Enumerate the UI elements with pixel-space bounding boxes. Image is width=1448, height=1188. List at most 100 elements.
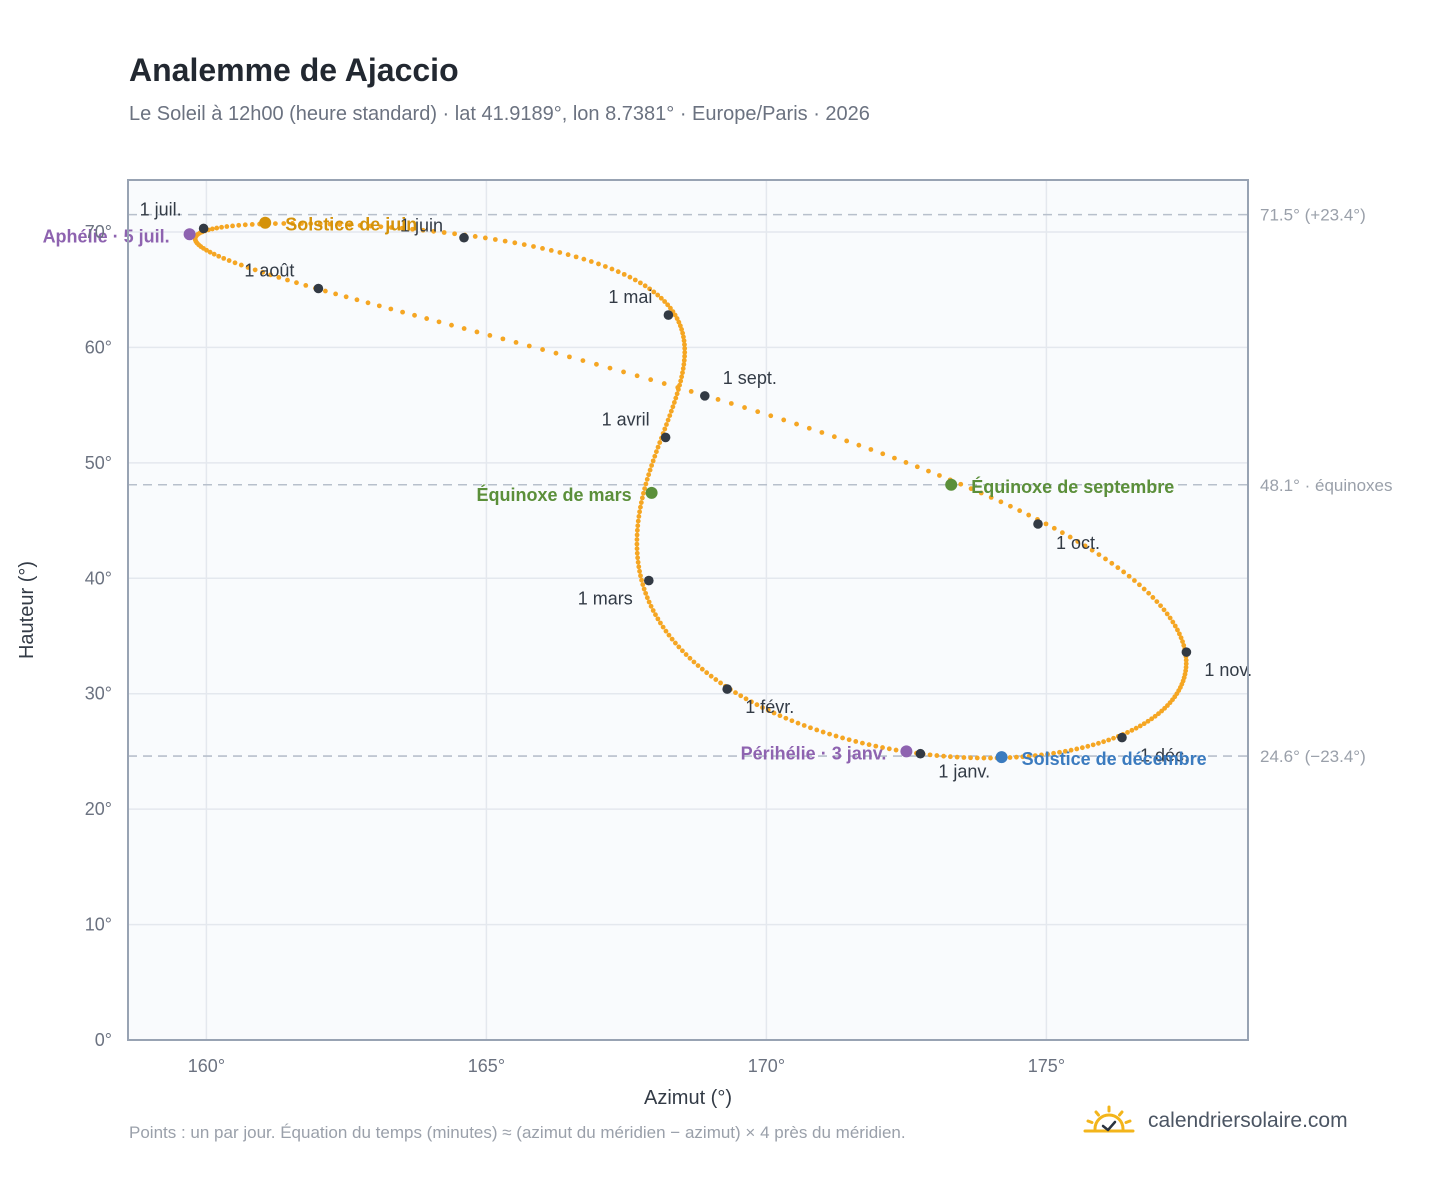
daily-point [1126,573,1132,579]
daily-point [679,327,684,332]
daily-point [441,230,447,235]
event-marker [183,228,196,241]
daily-point [655,616,661,622]
daily-point [1150,595,1156,600]
daily-point [492,237,498,242]
daily-point [1115,565,1121,571]
daily-point [713,677,719,682]
daily-point [680,370,685,376]
daily-point [1181,643,1187,648]
daily-point [333,291,339,297]
plot-border [127,179,1249,1041]
month-markers: 1 janv. 1 févr. 1 mars 1 avril 1 mai 1 juin 1 … [140,199,1253,781]
month-label: 1 nov. [1204,660,1252,680]
daily-point [683,652,689,657]
daily-point [988,755,993,761]
daily-point [641,586,647,592]
daily-point [671,400,677,405]
daily-point [663,628,669,634]
x-tick-label: 160° [188,1056,225,1076]
daily-point [638,500,644,505]
x-axis-title: Azimut (°) [644,1087,732,1109]
daily-point [245,265,251,270]
daily-point [322,288,328,294]
daily-point [680,330,686,336]
daily-point [1121,569,1127,575]
daily-point [688,389,694,394]
month-marker [722,684,732,694]
daily-point [754,702,760,708]
daily-point [548,248,554,253]
daily-point [635,523,641,529]
daily-point [681,362,687,367]
daily-point [677,323,683,329]
brand[interactable]: calendriersolaire.com [1082,1104,1348,1138]
daily-point [954,754,960,760]
daily-point [644,476,650,482]
daily-point [634,527,640,533]
daily-point [681,334,686,340]
daily-point [634,537,640,542]
daily-point [903,460,909,465]
daily-point [667,413,673,419]
daily-point [680,366,686,371]
daily-point [880,745,885,750]
daily-point [937,473,942,478]
daily-point [682,342,687,347]
daily-point [1149,716,1155,722]
daily-point [424,316,430,321]
daily-point [249,221,255,227]
daily-point [449,322,454,328]
daily-point [580,358,586,363]
daily-point [1079,745,1085,751]
daily-point [974,755,980,761]
daily-point [216,253,222,259]
daily-point [1167,615,1173,621]
daily-point [893,747,899,753]
daily-point [303,283,309,288]
daily-point [1141,586,1147,592]
daily-point [627,274,633,280]
daily-point [681,338,687,344]
daily-point [276,274,282,280]
month-label: 1 juil. [140,199,182,219]
daily-point [765,707,771,713]
daily-point [230,223,235,229]
daily-point [733,690,738,696]
daily-point [1172,623,1178,629]
daily-point [1096,740,1101,746]
event-marker [645,486,658,499]
daily-point [660,624,666,630]
daily-point [646,599,652,605]
daily-point [1133,725,1139,731]
month-marker [700,391,710,401]
daily-point [644,595,650,601]
daily-point [1175,627,1180,633]
daily-point [968,486,974,492]
daily-point [607,365,613,371]
y-tick-label: 50° [85,453,112,473]
daily-point [1085,743,1091,749]
daily-point [252,267,258,273]
month-marker [663,310,674,320]
daily-point [781,417,787,423]
daily-point [642,283,648,289]
daily-point [290,221,295,226]
page-subtitle: Le Soleil à 12h00 (heure standard) · lat… [129,103,870,125]
y-tick-label: 70° [85,222,112,242]
event-label: Solstice de décembre [1022,749,1207,769]
daily-point [1183,657,1189,663]
daily-point [695,663,701,668]
daily-point [214,225,220,231]
daily-point [668,408,674,414]
daily-point [988,495,994,500]
event-label: Aphélie · 5 juil. [43,226,170,246]
daily-point [635,555,641,561]
daily-point [728,401,734,406]
daily-point [934,753,940,758]
daily-point [676,644,682,650]
y-tick-label: 20° [85,799,112,819]
daily-point [853,739,859,744]
daily-point [388,306,394,312]
daily-point [647,467,653,473]
